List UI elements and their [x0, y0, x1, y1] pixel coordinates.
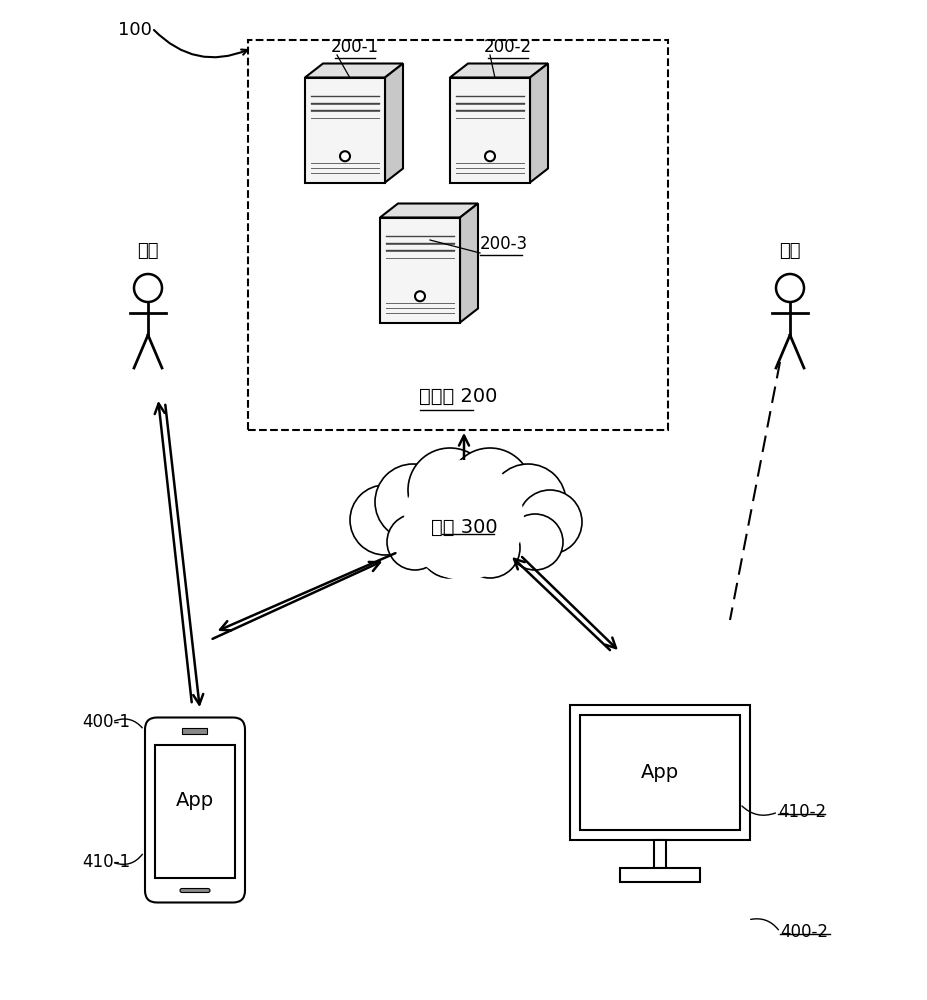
Text: 410-2: 410-2: [777, 803, 825, 821]
Text: 用户: 用户: [779, 242, 800, 260]
Text: 200-1: 200-1: [331, 38, 378, 56]
Circle shape: [448, 448, 531, 532]
Circle shape: [424, 485, 503, 565]
Circle shape: [375, 464, 451, 540]
Text: 400-1: 400-1: [82, 713, 130, 731]
Circle shape: [403, 460, 524, 580]
Bar: [305, 78, 385, 182]
Text: App: App: [641, 762, 679, 782]
Polygon shape: [529, 64, 548, 182]
Polygon shape: [305, 64, 402, 78]
Text: 400-2: 400-2: [780, 923, 827, 941]
Bar: [450, 78, 529, 182]
Circle shape: [460, 518, 519, 578]
Circle shape: [414, 291, 425, 301]
Polygon shape: [385, 64, 402, 182]
Circle shape: [506, 514, 563, 570]
Circle shape: [420, 518, 479, 578]
Bar: [579, 715, 739, 830]
Circle shape: [517, 490, 581, 554]
Polygon shape: [460, 204, 477, 322]
Polygon shape: [379, 204, 477, 218]
Polygon shape: [450, 64, 548, 78]
Text: 200-2: 200-2: [483, 38, 531, 56]
Bar: [619, 868, 699, 882]
FancyBboxPatch shape: [145, 718, 245, 902]
Circle shape: [408, 448, 491, 532]
FancyBboxPatch shape: [180, 888, 210, 892]
Circle shape: [485, 151, 494, 161]
Circle shape: [387, 514, 442, 570]
Text: 网络 300: 网络 300: [430, 518, 497, 536]
Circle shape: [775, 274, 803, 302]
Bar: [569, 705, 749, 840]
Bar: [248, 40, 667, 430]
Text: 服务器 200: 服务器 200: [418, 387, 497, 406]
Text: 100: 100: [118, 21, 152, 39]
Text: 410-1: 410-1: [82, 853, 130, 871]
Circle shape: [349, 485, 420, 555]
Text: 用户: 用户: [137, 242, 159, 260]
Text: App: App: [176, 790, 214, 810]
Bar: [654, 840, 666, 868]
Bar: [183, 728, 208, 734]
Bar: [155, 744, 235, 878]
Circle shape: [133, 274, 162, 302]
Text: 200-3: 200-3: [479, 235, 527, 253]
Circle shape: [489, 464, 565, 540]
Circle shape: [339, 151, 349, 161]
Bar: [379, 218, 460, 322]
